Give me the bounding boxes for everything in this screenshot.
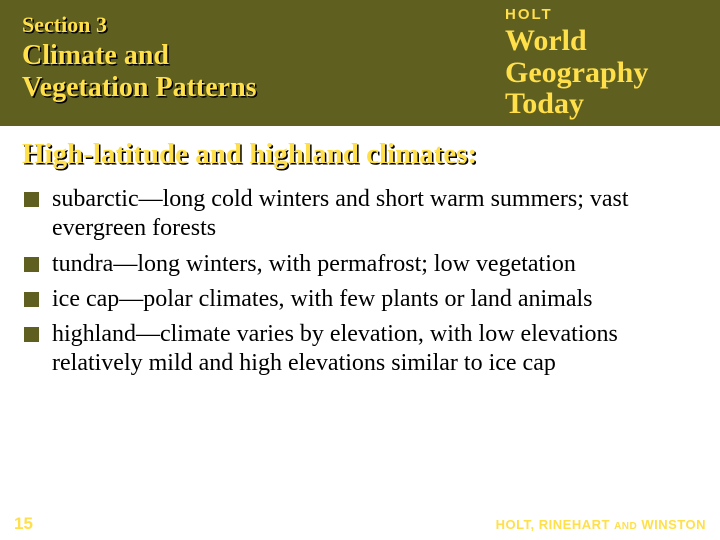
slide: Section 3 Climate and Vegetation Pattern… [0, 0, 720, 540]
chapter-title-line1: Climate and [22, 40, 169, 71]
chapter-title: Climate and Vegetation Patterns [22, 40, 505, 104]
bullet-list: subarctic—long cold winters and short wa… [22, 185, 698, 379]
header-left: Section 3 Climate and Vegetation Pattern… [0, 0, 505, 126]
slide-heading: High-latitude and highland climates: [22, 138, 698, 171]
slide-footer: 15 HOLT, RINEHART AND WINSTON [0, 510, 720, 540]
publisher-small: HOLT [505, 6, 720, 23]
list-item: subarctic—long cold winters and short wa… [22, 185, 698, 244]
copyright-and: AND [614, 521, 637, 532]
header-right: HOLT World Geography Today [505, 0, 720, 126]
copyright-text: HOLT, RINEHART AND WINSTON [496, 517, 706, 532]
list-item: tundra—long winters, with permafrost; lo… [22, 250, 698, 279]
book-title-line2: Geography [505, 56, 648, 89]
chapter-title-line2: Vegetation Patterns [22, 72, 257, 103]
copyright-right: WINSTON [637, 517, 706, 532]
slide-header: Section 3 Climate and Vegetation Pattern… [0, 0, 720, 126]
list-item: ice cap—polar climates, with few plants … [22, 285, 698, 314]
book-title-line1: World [505, 24, 587, 57]
slide-body: High-latitude and highland climates: sub… [0, 126, 720, 379]
section-label: Section 3 [22, 12, 505, 38]
book-title-line3: Today [505, 87, 584, 120]
copyright-left: HOLT, RINEHART [496, 517, 614, 532]
page-number: 15 [14, 514, 33, 534]
list-item: highland—climate varies by elevation, wi… [22, 320, 698, 379]
book-title: World Geography Today [505, 25, 720, 120]
